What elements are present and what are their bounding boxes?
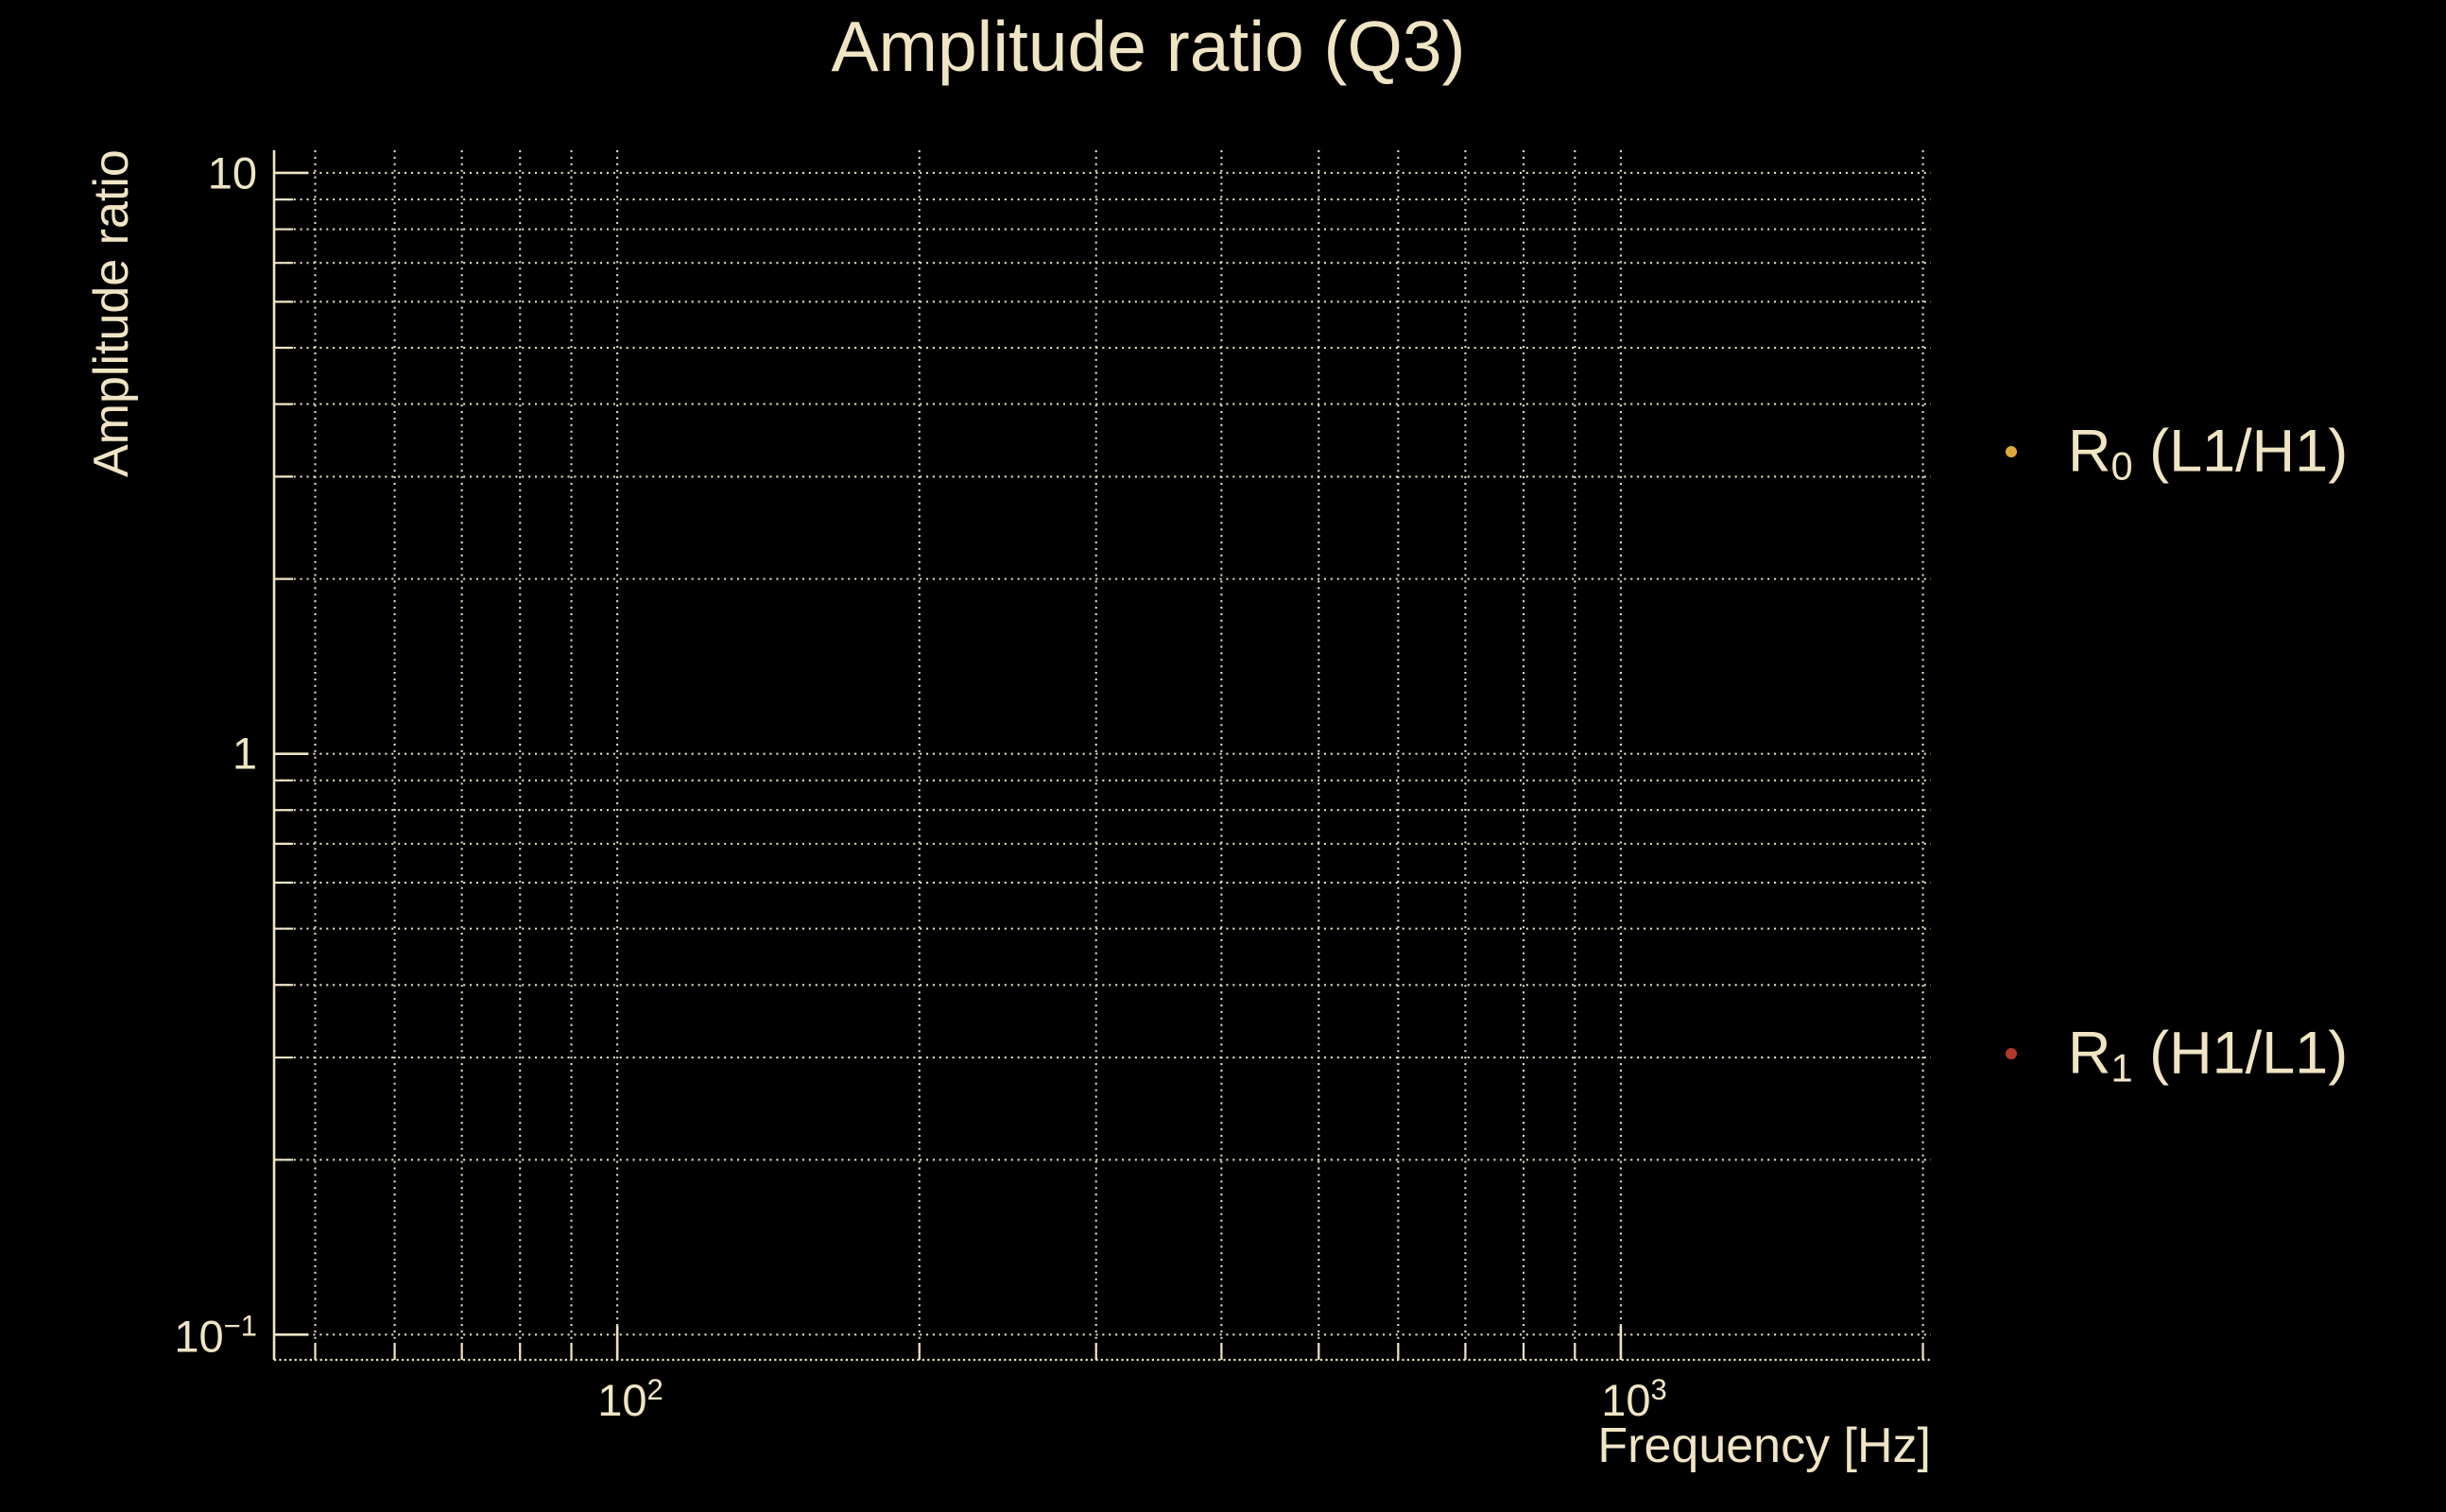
legend-label-subscript: 0: [2110, 443, 2133, 489]
chart-title: Amplitude ratio (Q3): [831, 7, 1466, 86]
legend-entry-r1: R1 (H1/L1): [2006, 1023, 2348, 1088]
x-tick-base: 10: [597, 1375, 647, 1425]
y-tick-label-1: 1: [233, 731, 257, 776]
x-tick-label-1000: 103: [1601, 1375, 1667, 1425]
x-tick-label-100: 102: [597, 1375, 663, 1425]
y-tick-text: 1: [232, 728, 257, 779]
legend-entry-r0: R0 (L1/H1): [2006, 421, 2348, 486]
legend-label-r1: R1 (H1/L1): [2068, 1020, 2349, 1088]
y-tick-label-0p1: 10−1: [174, 1311, 257, 1362]
legend-marker-dot-r0: [2006, 446, 2017, 457]
x-tick-exponent: 3: [1650, 1372, 1667, 1406]
y-tick-label-10: 10: [208, 151, 257, 196]
x-axis-label: Frequency [Hz]: [1597, 1418, 1931, 1473]
y-tick-exponent: −1: [223, 1309, 257, 1343]
y-tick-text: 10: [207, 147, 257, 198]
legend-label-subscript: 1: [2110, 1045, 2133, 1091]
legend-label-r0: R0 (L1/H1): [2068, 418, 2349, 486]
legend-label-suffix: (L1/H1): [2132, 418, 2349, 485]
legend-label-prefix: R: [2068, 418, 2111, 485]
legend-label-suffix: (H1/L1): [2132, 1020, 2349, 1087]
legend-marker-dot-r1: [2006, 1048, 2017, 1059]
x-tick-base: 10: [1601, 1375, 1651, 1425]
legend-label-prefix: R: [2068, 1020, 2111, 1087]
y-tick-base: 10: [174, 1311, 224, 1362]
x-tick-exponent: 2: [646, 1372, 663, 1406]
